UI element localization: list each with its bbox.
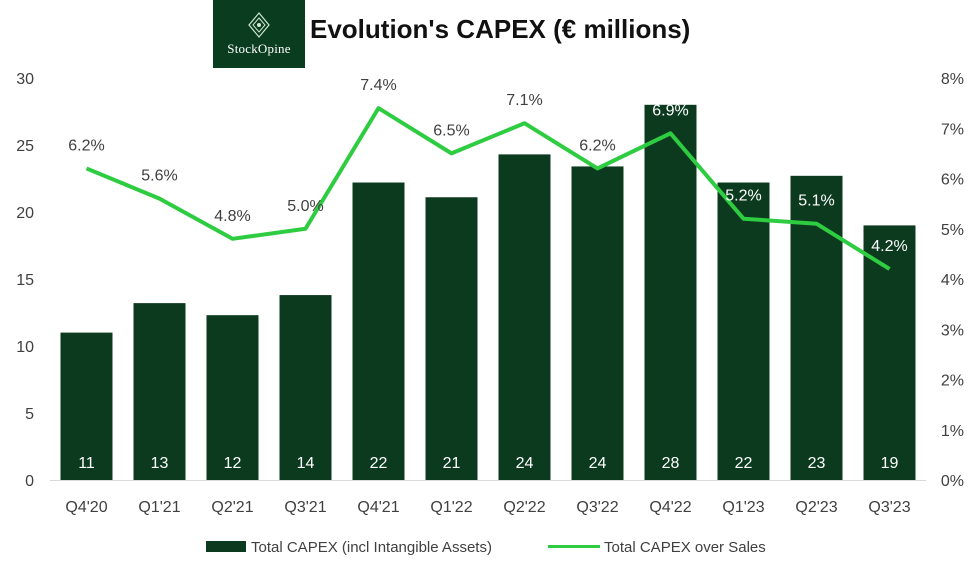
y-tick-label: 10 bbox=[16, 339, 34, 356]
bar bbox=[206, 315, 259, 480]
line-value-label: 7.4% bbox=[360, 77, 396, 94]
bar-value-label: 22 bbox=[735, 455, 753, 472]
y2-tick-label: 1% bbox=[941, 423, 964, 440]
bar-value-label: 14 bbox=[297, 455, 315, 472]
bar-value-label: 12 bbox=[224, 455, 242, 472]
y-tick-label: 20 bbox=[16, 205, 34, 222]
logo-text: StockOpine bbox=[227, 40, 291, 56]
bar bbox=[863, 225, 916, 480]
y-tick-label: 15 bbox=[16, 272, 34, 289]
bar bbox=[790, 175, 843, 480]
x-tick-label: Q1'23 bbox=[722, 499, 764, 516]
x-axis: Q4'20 Q1'21 Q2'21 Q3'21 Q4'21 Q1'22 Q2'22 Q3'22… bbox=[50, 480, 926, 516]
x-tick-label: Q1'21 bbox=[138, 499, 180, 516]
x-tick-label: Q3'21 bbox=[284, 499, 326, 516]
right-axis: 0% 1% 2% 3% 4% 5% 6% 7% 8% bbox=[941, 71, 964, 490]
y2-tick-label: 6% bbox=[941, 172, 964, 189]
line-value-label: 5.2% bbox=[725, 188, 761, 205]
x-tick-label: Q1'22 bbox=[430, 499, 472, 516]
y-tick-label: 5 bbox=[25, 406, 34, 423]
bar-value-label: 11 bbox=[78, 455, 95, 472]
y2-tick-label: 5% bbox=[941, 222, 964, 239]
line-value-label: 4.2% bbox=[871, 238, 907, 255]
bar-value-label: 28 bbox=[662, 455, 680, 472]
chart-title: Evolution's CAPEX (€ millions) bbox=[310, 14, 691, 44]
diamond-emblem-icon bbox=[248, 11, 270, 38]
x-tick-label: Q4'21 bbox=[357, 499, 399, 516]
legend-swatch-bar bbox=[206, 541, 246, 552]
x-tick-label: Q4'22 bbox=[649, 499, 691, 516]
bar-value-label: 13 bbox=[151, 455, 169, 472]
line-value-label: 5.0% bbox=[287, 198, 323, 215]
line-value-label: 5.6% bbox=[141, 168, 177, 185]
y2-tick-label: 0% bbox=[941, 473, 964, 490]
bar bbox=[717, 182, 770, 480]
bar bbox=[571, 166, 624, 480]
x-tick-label: Q2'23 bbox=[795, 499, 837, 516]
bar bbox=[60, 332, 113, 480]
y2-tick-label: 4% bbox=[941, 272, 964, 289]
line-series bbox=[85, 106, 891, 271]
logo: StockOpine bbox=[213, 0, 305, 68]
x-tick-label: Q2'22 bbox=[503, 499, 545, 516]
y-tick-label: 30 bbox=[16, 71, 34, 88]
x-tick-label: Q3'22 bbox=[576, 499, 618, 516]
bar-value-label: 24 bbox=[516, 455, 534, 472]
bar-series: 11 13 12 14 22 21 24 24 28 22 23 19 bbox=[60, 104, 916, 481]
bar-value-label: 19 bbox=[881, 455, 899, 472]
line-value-label: 6.2% bbox=[68, 137, 104, 154]
y-tick-label: 25 bbox=[16, 138, 34, 155]
legend-label-bar: Total CAPEX (incl Intangible Assets) bbox=[251, 539, 492, 556]
line-value-label: 6.5% bbox=[433, 122, 469, 139]
line-value-label: 7.1% bbox=[506, 92, 542, 109]
bar-value-label: 21 bbox=[443, 455, 461, 472]
bar-value-label: 23 bbox=[808, 455, 826, 472]
line-labels: 6.2% 5.6% 4.8% 5.0% 7.4% 6.5% 7.1% 6.2% 6.9% 5.2%… bbox=[68, 77, 907, 255]
y2-tick-label: 7% bbox=[941, 121, 964, 138]
bar bbox=[352, 182, 405, 480]
y2-tick-label: 8% bbox=[941, 71, 964, 88]
bar bbox=[279, 295, 332, 480]
y2-tick-label: 2% bbox=[941, 373, 964, 390]
line-value-label: 5.1% bbox=[798, 193, 834, 210]
legend-label-line: Total CAPEX over Sales bbox=[604, 539, 766, 556]
bar bbox=[498, 154, 551, 480]
line-value-label: 6.2% bbox=[579, 137, 615, 154]
x-tick-label: Q4'20 bbox=[65, 499, 107, 516]
x-tick-label: Q3'23 bbox=[868, 499, 910, 516]
legend: Total CAPEX (incl Intangible Assets) Tota… bbox=[206, 539, 766, 556]
bar-value-label: 24 bbox=[589, 455, 607, 472]
line-value-label: 4.8% bbox=[214, 208, 250, 225]
bar bbox=[425, 197, 478, 480]
bar bbox=[133, 303, 186, 480]
bar bbox=[644, 104, 697, 481]
series-line bbox=[85, 106, 891, 271]
y-tick-label: 0 bbox=[25, 473, 34, 490]
y2-tick-label: 3% bbox=[941, 322, 964, 339]
x-tick-label: Q2'21 bbox=[211, 499, 253, 516]
line-value-label: 6.9% bbox=[652, 102, 688, 119]
bar-value-label: 22 bbox=[370, 455, 388, 472]
left-axis: 0 5 10 15 20 25 30 bbox=[16, 71, 34, 490]
